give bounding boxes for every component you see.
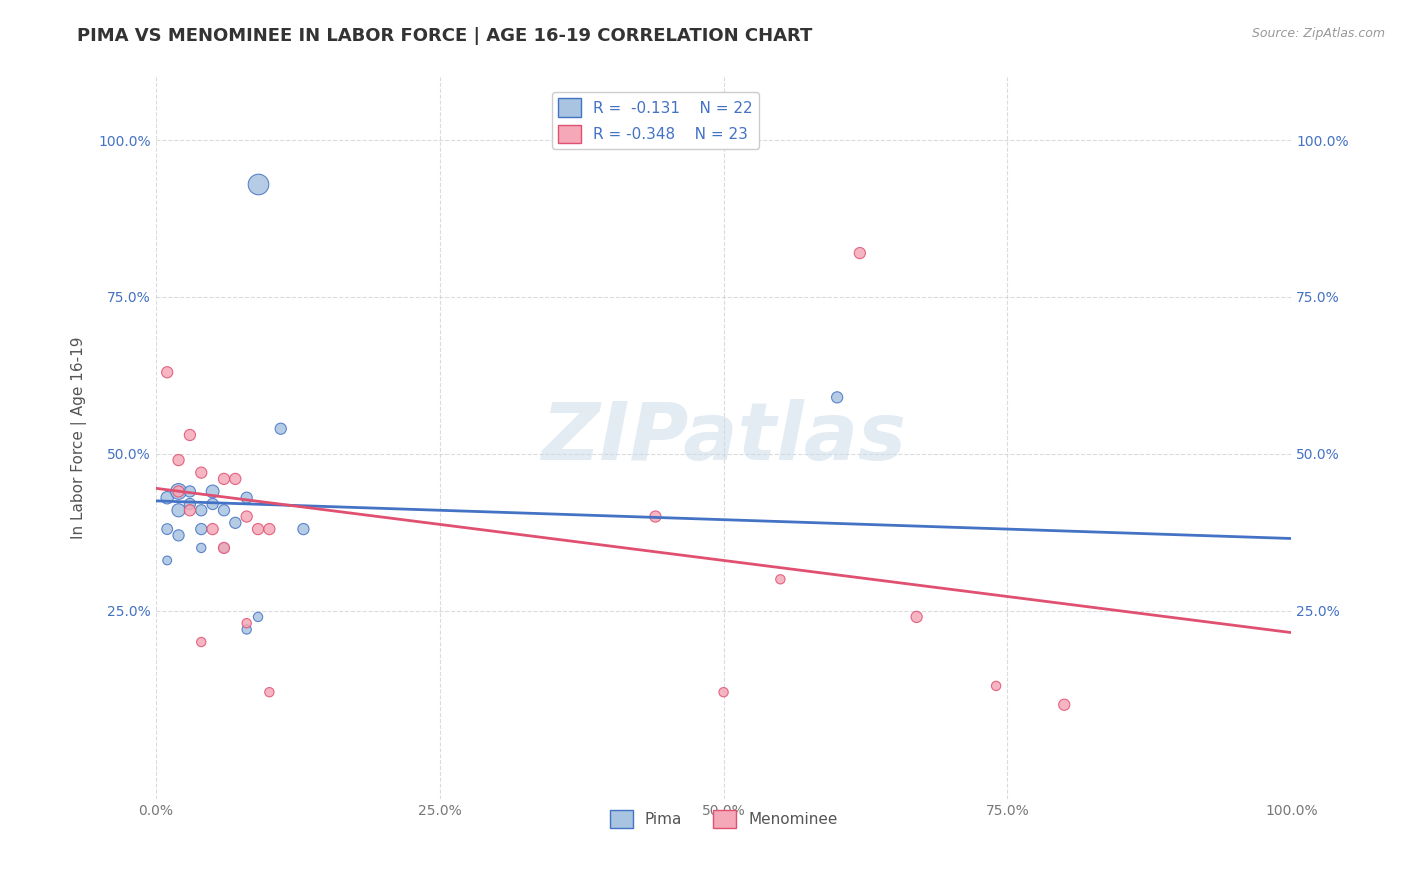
Point xyxy=(212,541,235,555)
Point xyxy=(156,553,179,567)
Point xyxy=(179,503,201,517)
Point xyxy=(644,509,666,524)
Point xyxy=(156,522,179,536)
Text: Source: ZipAtlas.com: Source: ZipAtlas.com xyxy=(1251,27,1385,40)
Point xyxy=(247,177,270,191)
Point xyxy=(247,522,270,536)
Point xyxy=(190,466,212,480)
Text: ZIPatlas: ZIPatlas xyxy=(541,399,905,477)
Point xyxy=(235,616,257,631)
Point xyxy=(270,422,292,436)
Point xyxy=(1053,698,1076,712)
Point xyxy=(212,503,235,517)
Point xyxy=(259,685,281,699)
Text: PIMA VS MENOMINEE IN LABOR FORCE | AGE 16-19 CORRELATION CHART: PIMA VS MENOMINEE IN LABOR FORCE | AGE 1… xyxy=(77,27,813,45)
Point xyxy=(179,428,201,442)
Point xyxy=(179,484,201,499)
Point xyxy=(212,472,235,486)
Point xyxy=(224,516,246,530)
Point xyxy=(190,503,212,517)
Legend: Pima, Menominee: Pima, Menominee xyxy=(603,804,844,835)
Point xyxy=(167,484,190,499)
Point xyxy=(235,509,257,524)
Point xyxy=(201,497,224,511)
Point xyxy=(190,522,212,536)
Point xyxy=(156,491,179,505)
Point xyxy=(259,522,281,536)
Point xyxy=(292,522,315,536)
Point xyxy=(247,610,270,624)
Point xyxy=(984,679,1007,693)
Point xyxy=(201,522,224,536)
Point xyxy=(167,453,190,467)
Point xyxy=(825,390,848,404)
Point xyxy=(905,610,928,624)
Point xyxy=(179,497,201,511)
Point xyxy=(212,541,235,555)
Point xyxy=(190,635,212,649)
Point xyxy=(201,484,224,499)
Point xyxy=(769,572,792,586)
Point xyxy=(167,484,190,499)
Point xyxy=(167,528,190,542)
Point xyxy=(713,685,735,699)
Point xyxy=(190,541,212,555)
Point xyxy=(235,623,257,637)
Point xyxy=(156,365,179,379)
Point xyxy=(224,472,246,486)
Point xyxy=(167,503,190,517)
Point xyxy=(849,246,872,260)
Y-axis label: In Labor Force | Age 16-19: In Labor Force | Age 16-19 xyxy=(72,337,87,540)
Point xyxy=(235,491,257,505)
